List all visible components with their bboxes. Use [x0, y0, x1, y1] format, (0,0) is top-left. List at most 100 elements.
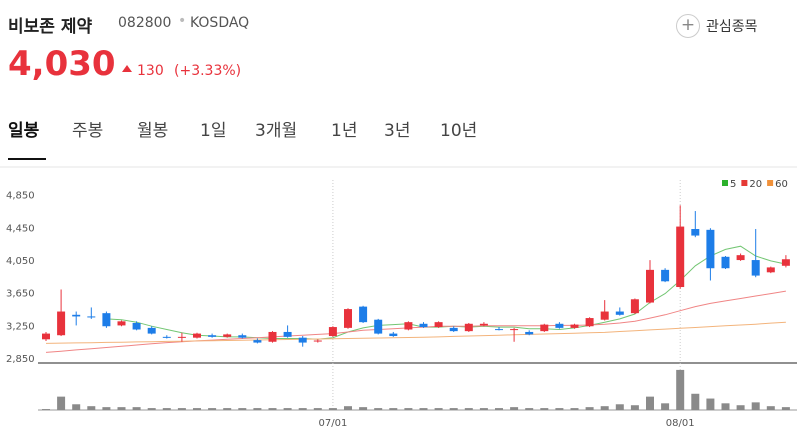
candle-body: [283, 331, 292, 337]
volume-bar: [510, 407, 519, 410]
legend-label: 5: [730, 179, 736, 190]
candle-body: [208, 335, 217, 337]
candle-body: [464, 323, 473, 332]
candle-body: [238, 335, 247, 338]
volume-bar: [419, 408, 428, 410]
volume-bar: [193, 408, 201, 410]
ma-line: [45, 321, 786, 344]
candle-body: [374, 319, 383, 334]
volume-bar: [555, 408, 564, 410]
candle-body: [117, 321, 126, 326]
candle-body: [766, 267, 775, 273]
volume-bar: [102, 407, 111, 410]
candle-body: [781, 259, 790, 266]
volume-bar: [208, 408, 217, 410]
volume-bar: [540, 408, 549, 410]
separator: •: [178, 13, 187, 29]
candle-body: [751, 260, 760, 276]
candle-body: [162, 336, 171, 338]
volume-bar: [389, 408, 398, 410]
candle-body: [510, 329, 519, 331]
y-tick-label: 4,450: [6, 223, 35, 234]
candle-body: [389, 333, 398, 337]
volume-bar: [57, 396, 66, 410]
volume-bar: [359, 407, 368, 410]
y-tick-label: 4,050: [6, 256, 35, 267]
period-tab[interactable]: 3년: [384, 121, 411, 141]
y-tick-label: 3,650: [6, 289, 35, 300]
period-tab[interactable]: 일봉: [8, 121, 40, 141]
volume-bar: [766, 406, 775, 410]
period-tab[interactable]: 3개월: [255, 121, 298, 141]
candle-body: [223, 334, 232, 337]
period-tab[interactable]: 1일: [200, 121, 227, 141]
x-tick-label: 07/01: [318, 418, 347, 429]
volume-bar: [570, 408, 579, 410]
candle-body: [147, 327, 156, 334]
volume-bar: [646, 396, 654, 410]
volume-bar: [434, 408, 443, 410]
change-pct: (+3.33%): [174, 63, 242, 79]
legend-swatch: [741, 180, 748, 186]
candle-body: [72, 314, 81, 317]
volume-bar: [781, 407, 790, 410]
period-tab[interactable]: 월봉: [137, 121, 169, 141]
volume-bar: [313, 408, 322, 410]
period-tab[interactable]: 1년: [331, 121, 358, 141]
volume-bar: [736, 405, 745, 410]
price: 4,030: [8, 44, 116, 84]
volume-bar: [615, 404, 624, 410]
candle-body: [328, 327, 337, 337]
candle-body: [193, 333, 201, 338]
candle-body: [676, 226, 685, 288]
candle-body: [630, 299, 639, 314]
candle-body: [42, 333, 50, 340]
candle-body: [404, 322, 413, 330]
up-arrow: [122, 65, 132, 72]
candle-body: [298, 337, 307, 343]
volume-bar: [751, 402, 760, 410]
candle-body: [419, 323, 428, 328]
legend-swatch: [767, 180, 774, 186]
volume-bar: [268, 408, 277, 410]
volume-bar: [706, 398, 715, 410]
volume-bar: [661, 403, 670, 410]
volume-bar: [464, 408, 473, 410]
volume-bar: [495, 408, 503, 410]
legend-swatch: [722, 180, 728, 186]
candle-body: [495, 329, 503, 331]
volume-bar: [630, 405, 639, 410]
volume-bar: [585, 407, 594, 410]
candle-body: [721, 256, 730, 269]
y-tick-label: 3,250: [6, 321, 35, 332]
candle-body: [344, 309, 352, 328]
volume-bar: [87, 406, 96, 410]
candle-body: [585, 318, 594, 327]
candle-body: [706, 229, 715, 269]
volume-bar: [374, 408, 383, 410]
volume-bar: [72, 404, 81, 410]
candle-body: [691, 229, 700, 236]
volume-bar: [479, 408, 488, 410]
change: 130: [137, 63, 164, 79]
y-tick-label: 4,850: [6, 191, 35, 202]
volume-bar: [449, 408, 458, 410]
stock-name: 비보존 제약: [8, 17, 93, 37]
candle-body: [57, 311, 66, 336]
volume-bar: [328, 408, 337, 410]
volume-bar: [238, 408, 247, 410]
volume-bar: [177, 408, 186, 410]
period-tab[interactable]: 주봉: [72, 121, 104, 141]
watch-button[interactable]: 관심종목: [706, 19, 758, 35]
market: KOSDAQ: [190, 15, 250, 31]
period-tab[interactable]: 10년: [440, 121, 478, 141]
volume-bar: [525, 408, 534, 410]
volume-bar: [600, 406, 609, 410]
volume-bar: [147, 408, 156, 410]
y-tick-label: 2,850: [6, 354, 35, 365]
add-watch-icon[interactable]: +: [676, 14, 700, 38]
x-tick-label: 08/01: [666, 418, 695, 429]
candle-body: [661, 269, 670, 282]
volume-bar: [283, 408, 292, 410]
